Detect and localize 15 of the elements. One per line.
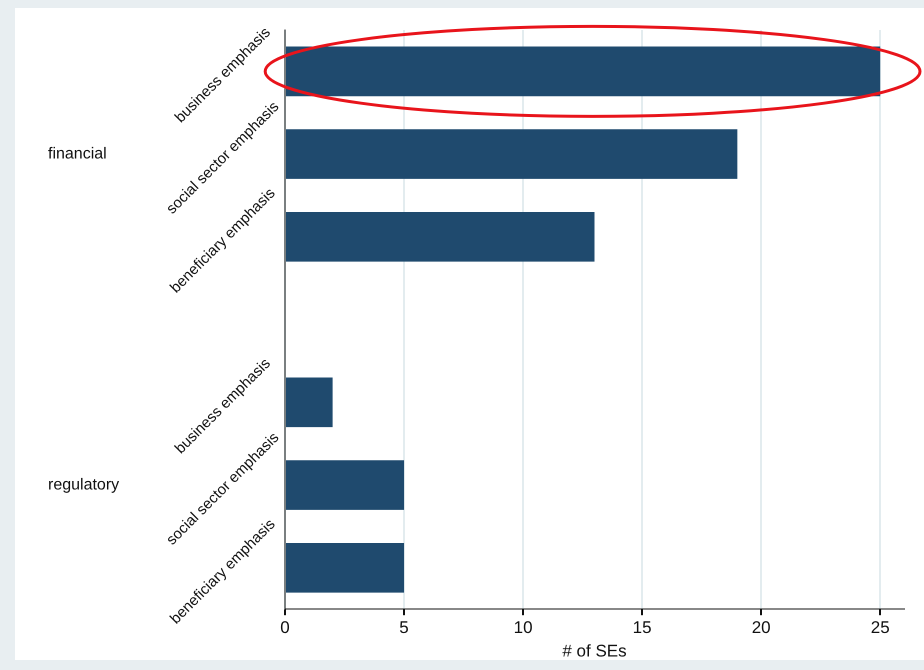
text: regulatory — [48, 476, 120, 494]
bar — [286, 129, 738, 179]
x-tick-label: 10 — [514, 618, 533, 638]
x-axis-title: # of SEs — [562, 641, 627, 660]
x-tick-label: 20 — [752, 618, 771, 638]
bar — [286, 460, 404, 510]
text: financial — [48, 146, 107, 163]
x-tick-label: 15 — [632, 618, 652, 638]
bar — [286, 212, 594, 262]
bar — [286, 543, 404, 593]
x-tick-label: 25 — [870, 618, 890, 638]
bar — [286, 378, 333, 428]
x-tick-label: 5 — [399, 618, 409, 638]
bar — [286, 46, 880, 96]
x-tick-label: 0 — [280, 618, 290, 638]
